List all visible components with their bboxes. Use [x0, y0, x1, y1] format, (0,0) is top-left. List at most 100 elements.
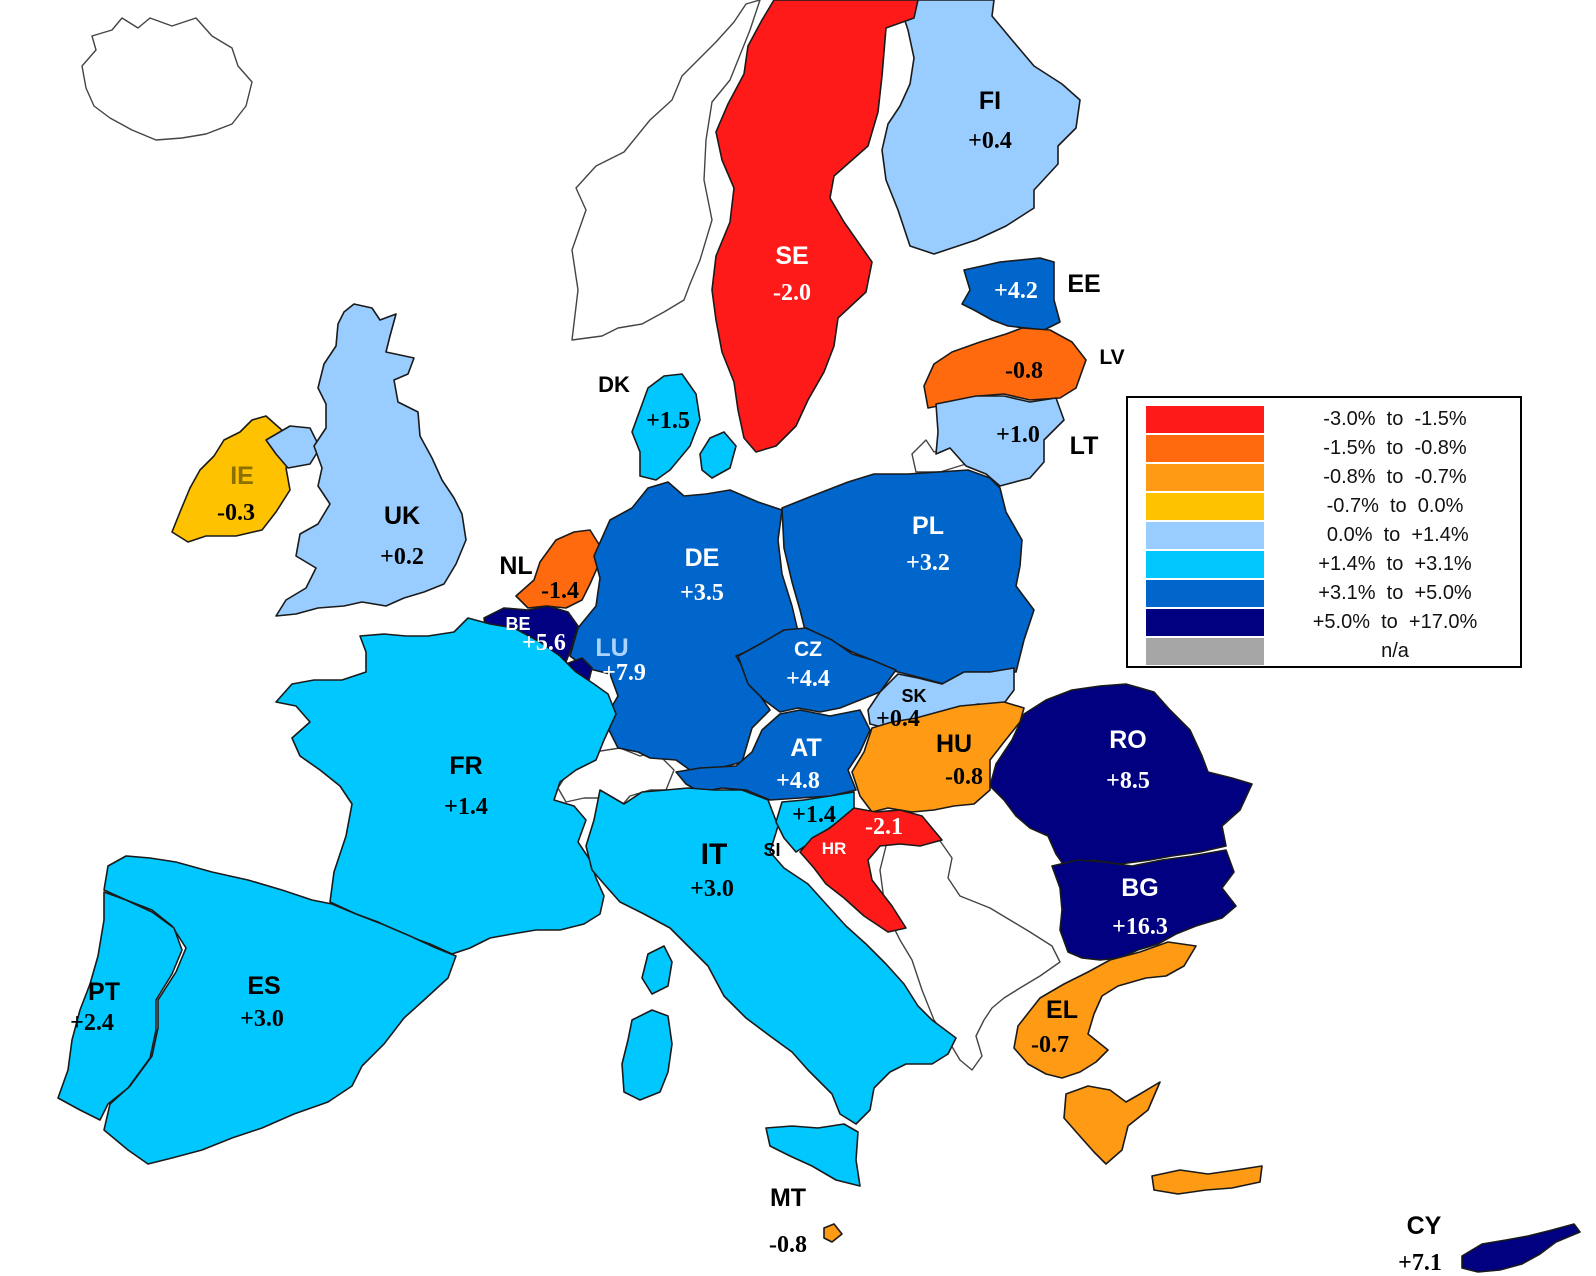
country-code-lt: LT [1070, 432, 1099, 460]
country-code-at: AT [790, 734, 821, 762]
country-shape-fi [881, 0, 1081, 255]
country-shape-se [711, 0, 919, 453]
country-value-sk: +0.4 [876, 706, 920, 732]
country-shape-it-sicily [765, 1123, 861, 1187]
country-value-pl: +3.2 [906, 550, 950, 576]
country-code-lu: LU [595, 634, 628, 662]
country-shape-ro [989, 683, 1253, 875]
norway-outline [571, 0, 761, 341]
legend-item: -0.8% to -0.7% [1146, 464, 1516, 492]
country-value-mt: -0.8 [769, 1232, 807, 1258]
country-value-uk: +0.2 [380, 544, 424, 570]
legend-swatch [1146, 493, 1264, 520]
legend-swatch [1146, 406, 1264, 433]
country-code-cz: CZ [794, 638, 822, 661]
country-value-dk: +1.5 [646, 408, 690, 434]
country-value-cz: +4.4 [786, 666, 830, 692]
legend-swatch [1146, 609, 1264, 636]
country-value-nl: -1.4 [541, 578, 579, 604]
country-value-fr: +1.4 [444, 794, 488, 820]
country-shape-at [675, 709, 871, 801]
country-shape-cy [1461, 1223, 1581, 1273]
country-value-bg: +16.3 [1112, 914, 1168, 940]
country-shape-el [1013, 941, 1197, 1079]
country-shape-el-crete [1151, 1165, 1263, 1195]
legend-item: -0.7% to 0.0% [1146, 493, 1516, 521]
country-shape-lv [923, 327, 1087, 409]
country-code-si: SI [763, 840, 780, 860]
country-value-cy: +7.1 [1398, 1250, 1442, 1276]
country-code-pt: PT [88, 978, 120, 1006]
country-code-uk: UK [384, 502, 420, 530]
country-value-ie: -0.3 [217, 500, 255, 526]
legend-label: -0.7% to 0.0% [1326, 495, 1464, 517]
country-value-lt: +1.0 [996, 422, 1040, 448]
country-code-hu: HU [936, 730, 972, 758]
country-value-lu: +7.9 [602, 660, 646, 686]
country-code-fi: FI [979, 87, 1001, 115]
country-code-it: IT [701, 838, 728, 871]
country-code-se: SE [775, 242, 808, 270]
legend-label: 0.0% to +1.4% [1321, 524, 1469, 546]
country-shape-bg [1051, 849, 1237, 961]
country-value-de: +3.5 [680, 580, 724, 606]
country-code-ro: RO [1109, 726, 1147, 754]
legend-item: +3.1% to +5.0% [1146, 580, 1516, 608]
country-shape-it-sardinia [621, 1009, 673, 1101]
country-value-es: +3.0 [240, 1006, 284, 1032]
legend-label: +1.4% to +3.1% [1318, 553, 1472, 575]
country-shape-pt [57, 891, 183, 1121]
country-code-de: DE [685, 544, 720, 572]
country-code-be: BE [505, 614, 530, 634]
country-code-cy: CY [1407, 1212, 1442, 1240]
country-code-fr: FR [449, 752, 482, 780]
legend-label: +5.0% to +17.0% [1312, 611, 1478, 633]
country-shape-lt [935, 395, 1065, 487]
legend-label: -3.0% to -1.5% [1323, 408, 1467, 430]
country-shape-nl [515, 529, 601, 609]
iceland-outline [81, 17, 253, 141]
country-value-it: +3.0 [690, 876, 734, 902]
country-code-nl: NL [499, 552, 532, 580]
legend-item: 0.0% to +1.4% [1146, 522, 1516, 550]
legend-label: -0.8% to -0.7% [1323, 466, 1467, 488]
country-shape-es [103, 855, 457, 1165]
country-value-ro: +8.5 [1106, 768, 1150, 794]
legend-swatch [1146, 551, 1264, 578]
legend-item: +5.0% to +17.0% [1146, 609, 1516, 637]
country-code-sk: SK [901, 686, 926, 706]
legend-swatch [1146, 522, 1264, 549]
country-shape-hr [799, 807, 943, 933]
country-code-mt: MT [770, 1184, 806, 1212]
balkans-outline [879, 829, 1061, 1071]
country-shape-uk-ni [265, 425, 321, 469]
country-value-hr: -2.1 [865, 814, 903, 840]
country-code-bg: BG [1121, 874, 1159, 902]
country-shape-ie [171, 415, 293, 543]
country-code-el: EL [1046, 996, 1078, 1024]
legend-label: -1.5% to -0.8% [1323, 437, 1467, 459]
country-shape-fr [275, 617, 617, 955]
legend-swatch [1146, 435, 1264, 462]
country-value-at: +4.8 [776, 768, 820, 794]
country-shape-mt [823, 1223, 843, 1243]
legend-item: -3.0% to -1.5% [1146, 406, 1516, 434]
country-code-ee: EE [1067, 270, 1100, 298]
country-shape-hu [851, 701, 1025, 813]
country-code-dk: DK [598, 372, 630, 397]
legend-label: +3.1% to +5.0% [1318, 582, 1472, 604]
country-value-si: +1.4 [792, 802, 836, 828]
country-value-lv: -0.8 [1005, 358, 1043, 384]
country-value-se: -2.0 [773, 280, 811, 306]
legend-item: +1.4% to +3.1% [1146, 551, 1516, 579]
country-value-be: +5.6 [522, 630, 566, 656]
country-value-pt: +2.4 [70, 1010, 114, 1036]
legend-item: -1.5% to -0.8% [1146, 435, 1516, 463]
country-value-el: -0.7 [1031, 1032, 1069, 1058]
country-shape-uk [275, 303, 467, 617]
country-code-pl: PL [912, 512, 944, 540]
legend-swatch [1146, 464, 1264, 491]
legend-swatch [1146, 580, 1264, 607]
country-code-lv: LV [1099, 346, 1124, 369]
